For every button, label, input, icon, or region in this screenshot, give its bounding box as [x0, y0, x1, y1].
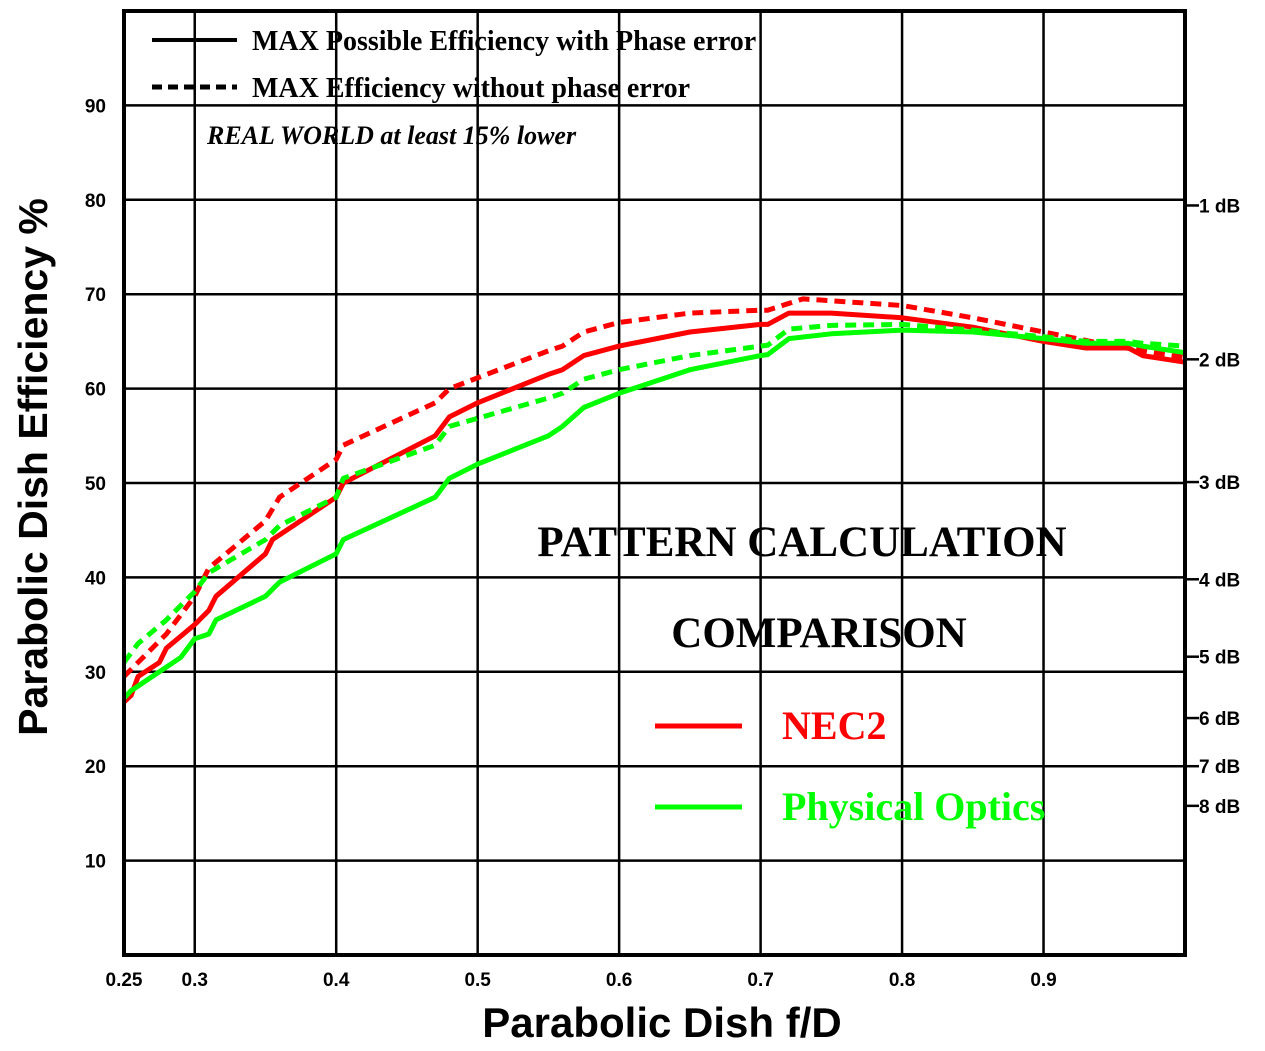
y-tick-label: 30 — [85, 663, 106, 684]
legend-note: REAL WORLD at least 15% lower — [206, 121, 577, 150]
y-tick-label: 70 — [85, 285, 106, 306]
y-tick-label: 40 — [85, 568, 106, 589]
x-tick-label: 0.9 — [1030, 970, 1056, 991]
y-axis-title: Parabolic Dish Efficiency % — [10, 198, 56, 736]
x-axis-title: Parabolic Dish f/D — [482, 999, 841, 1046]
legend-dashed-label: MAX Efficiency without phase error — [252, 73, 690, 104]
x-tick-label: 0.5 — [464, 970, 491, 991]
x-tick-label: 0.3 — [182, 970, 208, 991]
annotation-line1: PATTERN CALCULATION — [537, 519, 1066, 566]
x-tick-label: 0.25 — [106, 970, 143, 991]
db-tick-label: 7 dB — [1199, 757, 1240, 778]
y-tick-label: 90 — [85, 96, 106, 117]
y-tick-label: 80 — [85, 191, 106, 212]
x-tick-label: 0.7 — [747, 970, 773, 991]
db-tick-label: 3 dB — [1199, 473, 1240, 494]
annotation-line2: COMPARISON — [671, 610, 966, 657]
y-tick-label: 10 — [85, 852, 106, 873]
y-tick-label: 20 — [85, 757, 106, 778]
physical-optics-dashed-line — [121, 321, 1186, 664]
legend-nec2-label: NEC2 — [782, 703, 886, 748]
x-tick-label: 0.6 — [606, 970, 632, 991]
nec2-solid-line — [122, 310, 1186, 704]
db-tick-label: 6 dB — [1199, 709, 1240, 730]
db-tick-label: 2 dB — [1199, 350, 1240, 371]
style-legend: MAX Possible Efficiency with Phase error… — [152, 26, 756, 150]
db-tick-label: 1 dB — [1199, 196, 1240, 217]
grid — [124, 11, 1185, 955]
db-tick-label: 8 dB — [1199, 797, 1240, 818]
y-tick-label: 50 — [85, 474, 106, 495]
x-tick-label: 0.4 — [323, 970, 350, 991]
x-tick-label: 0.8 — [889, 970, 915, 991]
nec2-dashed-line — [122, 296, 1186, 679]
series-group — [121, 296, 1186, 704]
physical-optics-solid-line — [122, 327, 1186, 700]
method-legend: NEC2 Physical Optics — [655, 703, 1045, 829]
legend-po-label: Physical Optics — [782, 784, 1045, 829]
db-tick-label: 4 dB — [1199, 570, 1240, 591]
ticks: 0.25 0.3 0.4 0.5 0.6 0.7 0.8 0.9 10 20 30 40 50 60 70 8… — [85, 96, 1240, 991]
db-tick-label: 5 dB — [1199, 648, 1240, 669]
legend-solid-label: MAX Possible Efficiency with Phase error — [252, 26, 756, 57]
y-tick-label: 60 — [85, 380, 106, 401]
